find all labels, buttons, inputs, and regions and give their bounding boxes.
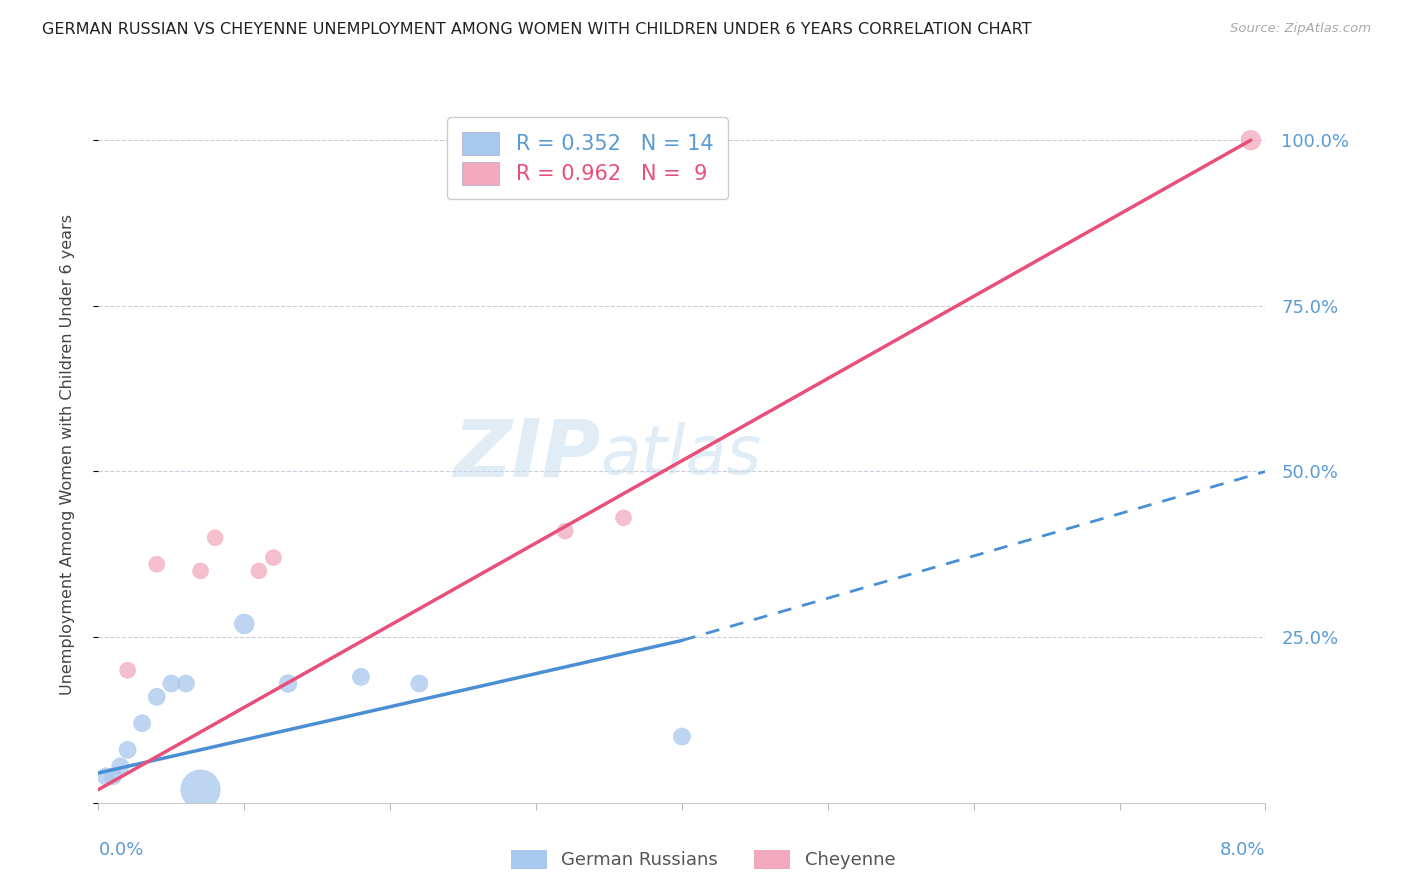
Point (1240, 133, 1263, 147)
Point (110, 759, 132, 773)
Point (117, 743, 139, 757)
Text: atlas: atlas (600, 422, 761, 488)
Text: 0.0%: 0.0% (98, 841, 143, 859)
Point (204, 531, 226, 545)
Point (262, 550, 284, 565)
Point (146, 690, 169, 704)
Text: GERMAN RUSSIAN VS CHEYENNE UNEMPLOYMENT AMONG WOMEN WITH CHILDREN UNDER 6 YEARS : GERMAN RUSSIAN VS CHEYENNE UNEMPLOYMENT … (42, 22, 1032, 37)
Point (117, 663, 139, 677)
Text: ZIP: ZIP (453, 416, 600, 494)
Point (408, 676, 430, 690)
Text: 8.0%: 8.0% (1220, 841, 1265, 859)
Legend: R = 0.352   N = 14, R = 0.962   N =  9: R = 0.352 N = 14, R = 0.962 N = 9 (447, 118, 728, 199)
Point (350, 670, 373, 684)
Point (190, 564, 212, 578)
Legend: German Russians, Cheyenne: German Russians, Cheyenne (502, 841, 904, 879)
Point (101, 769, 124, 783)
Point (277, 676, 299, 690)
Point (247, 564, 270, 578)
Point (554, 524, 576, 538)
Y-axis label: Unemployment Among Women with Children Under 6 years: Unemployment Among Women with Children U… (60, 214, 75, 696)
Point (671, 730, 693, 744)
Point (146, 558, 169, 572)
Text: Source: ZipAtlas.com: Source: ZipAtlas.com (1230, 22, 1371, 36)
Point (131, 716, 153, 731)
Point (174, 676, 197, 690)
Point (233, 616, 256, 631)
Point (190, 782, 212, 797)
Point (612, 511, 634, 525)
Point (94, 769, 117, 783)
Point (160, 676, 183, 690)
